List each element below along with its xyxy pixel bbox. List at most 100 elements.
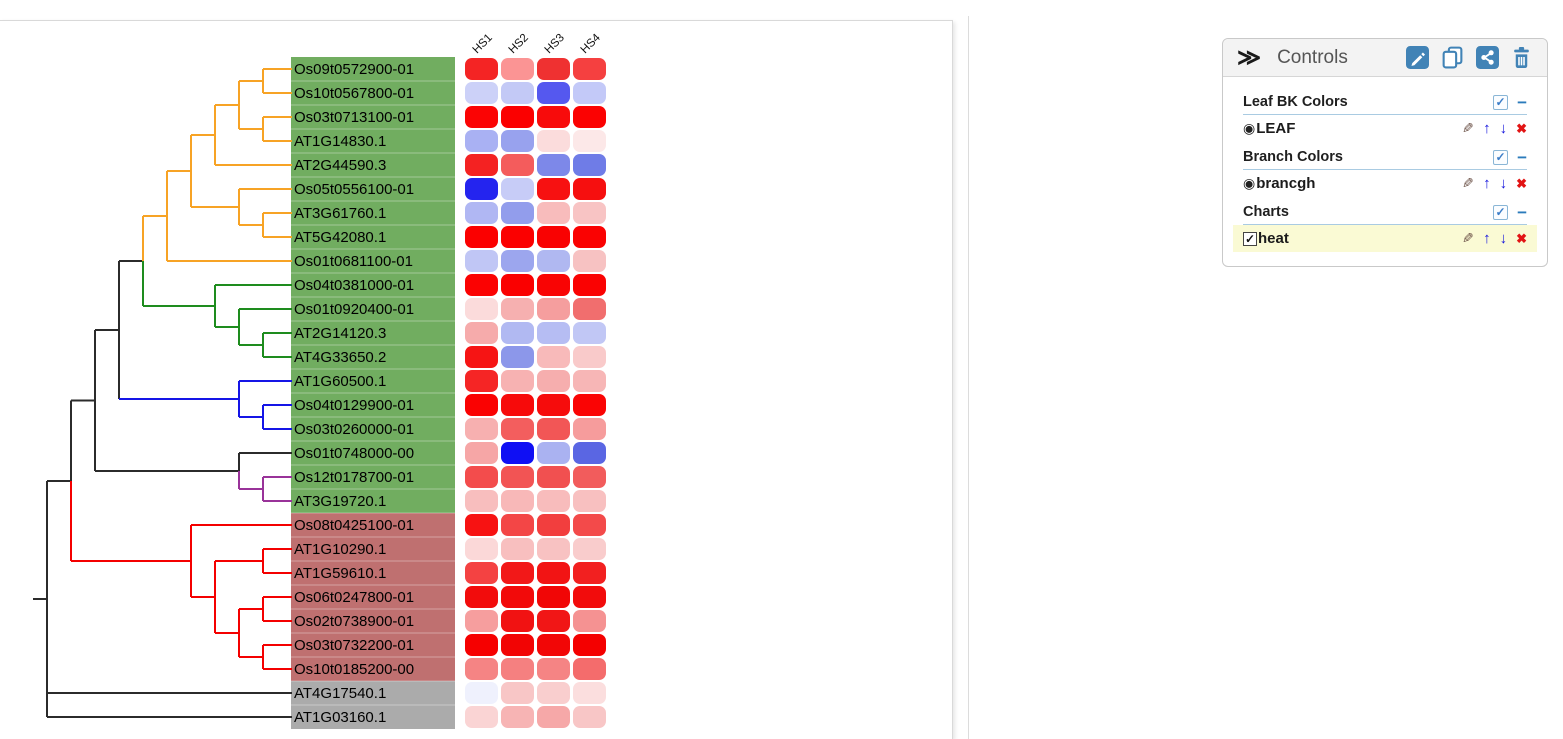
collapse-panel-icon[interactable]: ≫ <box>1237 44 1262 70</box>
heatmap-cell <box>501 250 534 272</box>
leaf-label-bg <box>291 537 455 561</box>
layer-item-actions: ✎ ↑ ↓ ✖ <box>1462 120 1527 137</box>
leaf-label[interactable]: AT3G19720.1 <box>294 493 386 510</box>
section-checkbox[interactable]: ✓ <box>1493 204 1509 220</box>
delete-icon[interactable]: ✖ <box>1516 175 1527 191</box>
heatmap-cell <box>537 106 570 128</box>
leaf-label[interactable]: Os01t0748000-00 <box>294 445 414 462</box>
section-collapse-icon[interactable]: − <box>1517 92 1527 112</box>
layer-item-label[interactable]: brancgh <box>1256 175 1316 192</box>
move-up-icon[interactable]: ↑ <box>1483 230 1491 247</box>
leaf-label[interactable]: Os03t0260000-01 <box>294 421 414 438</box>
leaf-label[interactable]: AT2G14120.3 <box>294 325 386 342</box>
heatmap-cell <box>573 682 606 704</box>
leaf-label[interactable]: Os09t0572900-01 <box>294 61 414 78</box>
leaf-label[interactable]: Os04t0129900-01 <box>294 397 414 414</box>
leaf-label[interactable]: Os01t0920400-01 <box>294 301 414 318</box>
section-checkbox[interactable]: ✓ <box>1493 149 1509 165</box>
heatmap-cell <box>501 130 534 152</box>
move-down-icon[interactable]: ↓ <box>1499 230 1508 247</box>
leaf-label[interactable]: Os10t0567800-01 <box>294 85 414 102</box>
leaf-label[interactable]: Os04t0381000-01 <box>294 277 414 294</box>
leaf-label[interactable]: AT1G14830.1 <box>294 133 386 150</box>
section-checkbox[interactable]: ✓ <box>1493 94 1509 110</box>
radio-icon[interactable]: ◉ <box>1243 175 1256 191</box>
controls-panel-header: ≫ Controls <box>1223 39 1547 77</box>
move-down-icon[interactable]: ↓ <box>1499 175 1508 192</box>
heatmap-cell <box>537 322 570 344</box>
leaf-label-bg <box>291 273 455 297</box>
move-down-icon[interactable]: ↓ <box>1499 120 1508 137</box>
edit-icon[interactable] <box>1406 46 1429 69</box>
leaf-label-bg <box>291 705 455 729</box>
layer-item-actions: ✎ ↑ ↓ ✖ <box>1462 175 1527 192</box>
heatmap-column-header: HS4 <box>579 31 604 56</box>
section-header-branch-colors: Branch Colors ✓ − <box>1243 145 1527 170</box>
leaf-label-bg <box>291 657 455 681</box>
edit-item-icon[interactable]: ✎ <box>1462 120 1475 136</box>
leaf-label[interactable]: AT1G03160.1 <box>294 709 386 726</box>
leaf-label[interactable]: Os02t0738900-01 <box>294 613 414 630</box>
heatmap-cell <box>501 586 534 608</box>
heatmap-cell <box>465 466 498 488</box>
heatmap-cell <box>465 322 498 344</box>
share-icon[interactable] <box>1476 46 1499 69</box>
heatmap-cell <box>537 274 570 296</box>
delete-icon[interactable]: ✖ <box>1516 120 1527 136</box>
heatmap-cell <box>537 442 570 464</box>
heatmap-cell <box>465 370 498 392</box>
heatmap-cell <box>501 706 534 728</box>
section-collapse-icon[interactable]: − <box>1517 202 1527 222</box>
controls-panel: ≫ Controls <box>1222 38 1548 267</box>
leaf-label[interactable]: AT3G61760.1 <box>294 205 386 222</box>
heatmap-cell <box>501 202 534 224</box>
copy-icon[interactable] <box>1440 46 1465 69</box>
leaf-label[interactable]: AT1G59610.1 <box>294 565 386 582</box>
leaf-label[interactable]: Os01t0681100-01 <box>294 253 413 270</box>
leaf-label[interactable]: AT2G44590.3 <box>294 157 386 174</box>
radio-icon[interactable]: ◉ <box>1243 120 1256 136</box>
heatmap-cell <box>465 226 498 248</box>
leaf-label-bg <box>291 393 455 417</box>
edit-item-icon[interactable]: ✎ <box>1462 175 1475 191</box>
leaf-label-bg <box>291 465 455 489</box>
delete-icon[interactable]: ✖ <box>1516 230 1527 246</box>
heatmap-cell <box>537 466 570 488</box>
heatmap-cell <box>465 82 498 104</box>
heatmap-cell <box>573 298 606 320</box>
heatmap-cell <box>573 154 606 176</box>
move-up-icon[interactable]: ↑ <box>1483 120 1491 137</box>
leaf-label[interactable]: AT1G10290.1 <box>294 541 386 558</box>
edit-item-icon[interactable]: ✎ <box>1462 230 1475 246</box>
leaf-label[interactable]: Os12t0178700-01 <box>294 469 414 486</box>
leaf-label[interactable]: Os05t0556100-01 <box>294 181 414 198</box>
leaf-label[interactable]: Os03t0732200-01 <box>294 637 414 654</box>
heatmap-cell <box>573 106 606 128</box>
heatmap-column-header: HS1 <box>471 32 495 56</box>
heatmap-cell <box>573 490 606 512</box>
leaf-label[interactable]: Os03t0713100-01 <box>294 109 414 126</box>
heatmap-cell <box>501 634 534 656</box>
heatmap-cell <box>465 490 498 512</box>
leaf-label[interactable]: Os06t0247800-01 <box>294 589 414 606</box>
heatmap-cell <box>501 58 534 80</box>
leaf-label[interactable]: Os08t0425100-01 <box>294 517 414 534</box>
leaf-label[interactable]: AT4G17540.1 <box>294 685 386 702</box>
section-collapse-icon[interactable]: − <box>1517 147 1527 167</box>
move-up-icon[interactable]: ↑ <box>1483 175 1491 192</box>
layer-item-label[interactable]: heat <box>1258 230 1289 247</box>
heatmap-cell <box>501 274 534 296</box>
leaf-label-bg <box>291 297 455 321</box>
leaf-label[interactable]: Os10t0185200-00 <box>294 661 414 678</box>
checkbox-icon[interactable]: ✓ <box>1243 231 1257 246</box>
heatmap-cell <box>573 466 606 488</box>
heatmap-cell <box>573 586 606 608</box>
leaf-label[interactable]: AT1G60500.1 <box>294 373 386 390</box>
trash-icon[interactable] <box>1510 46 1533 69</box>
layer-item-label[interactable]: LEAF <box>1256 120 1296 137</box>
section-header-leaf-bk-colors: Leaf BK Colors ✓ − <box>1243 90 1527 115</box>
heatmap-column-header: HS2 <box>507 32 531 56</box>
leaf-label[interactable]: AT4G33650.2 <box>294 349 386 366</box>
leaf-label[interactable]: AT5G42080.1 <box>294 229 386 246</box>
heatmap-cell <box>573 346 606 368</box>
